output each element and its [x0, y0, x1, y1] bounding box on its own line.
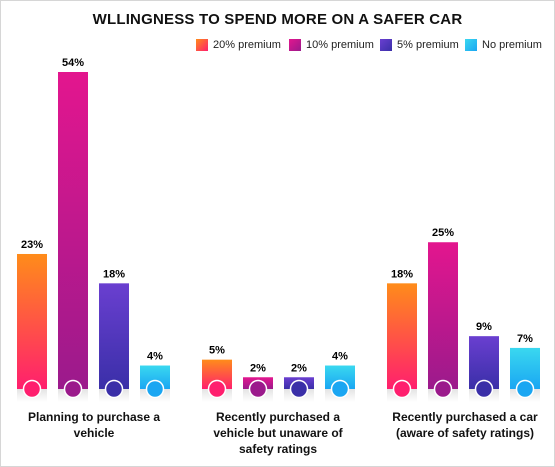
- legend-item-20-premium: 20% premium: [196, 39, 281, 51]
- chart-title: WLLINGNESS TO SPEND MORE ON A SAFER CAR: [92, 11, 463, 28]
- data-label: 2%: [250, 362, 266, 374]
- bar-10-premium: [58, 72, 88, 389]
- category-label-line: (aware of safety ratings): [395, 426, 535, 440]
- bar-20-premium: [387, 283, 417, 389]
- legend-label-5-premium: 5% premium: [397, 39, 459, 51]
- data-label: 25%: [432, 227, 454, 239]
- legend-swatch-20-premium: [196, 39, 208, 51]
- bar-knob: [515, 379, 535, 399]
- bar-knob: [248, 379, 268, 399]
- bar-knob: [207, 379, 227, 399]
- bar-knob: [289, 379, 309, 399]
- bar-20-premium: [17, 253, 47, 389]
- bar-knob: [433, 379, 453, 399]
- category-label-line: vehicle but unaware of: [213, 426, 343, 440]
- bar-knob: [145, 379, 165, 399]
- data-label: 2%: [291, 362, 307, 374]
- legend-label-no-premium: No premium: [482, 39, 542, 51]
- legend-label-10-premium: 10% premium: [306, 39, 374, 51]
- data-label: 18%: [103, 268, 125, 280]
- bar-knob: [104, 379, 124, 399]
- category-label-line: vehicle: [73, 426, 115, 440]
- data-label: 18%: [391, 268, 413, 280]
- bar-no-premium: [325, 365, 355, 389]
- data-label: 54%: [62, 57, 84, 69]
- data-label: 4%: [147, 351, 163, 363]
- category-label-unaware: Recently purchased a vehicle but unaware…: [198, 409, 358, 457]
- bar-knob: [22, 379, 42, 399]
- bar-no-premium: [140, 365, 170, 389]
- category-label-line: Recently purchased a car: [392, 410, 538, 424]
- category-label-planning: Planning to purchase a vehicle: [14, 409, 174, 441]
- legend: 20% premium 10% premium 5% premium No pr…: [0, 39, 555, 55]
- bar-knob: [392, 379, 412, 399]
- category-label-aware: Recently purchased a car (aware of safet…: [383, 409, 547, 441]
- bar-knob: [330, 379, 350, 399]
- data-label: 4%: [332, 351, 348, 363]
- bar-5-premium: [99, 283, 129, 389]
- legend-swatch-5-premium: [380, 39, 392, 51]
- legend-item-no-premium: No premium: [465, 39, 542, 51]
- bar-knob: [63, 379, 83, 399]
- data-label: 5%: [209, 345, 225, 357]
- legend-swatch-10-premium: [289, 39, 301, 51]
- data-label: 7%: [517, 333, 533, 345]
- legend-item-5-premium: 5% premium: [380, 39, 459, 51]
- legend-item-10-premium: 10% premium: [289, 39, 374, 51]
- legend-swatch-no-premium: [465, 39, 477, 51]
- category-label-line: safety ratings: [238, 442, 318, 456]
- bar-10-premium: [428, 242, 458, 389]
- legend-label-20-premium: 20% premium: [213, 39, 281, 51]
- data-label: 9%: [476, 321, 492, 333]
- bar-knob: [474, 379, 494, 399]
- data-label: 23%: [21, 239, 43, 251]
- category-label-line: Recently purchased a: [215, 410, 341, 424]
- category-label-line: Planning to purchase a: [27, 410, 161, 424]
